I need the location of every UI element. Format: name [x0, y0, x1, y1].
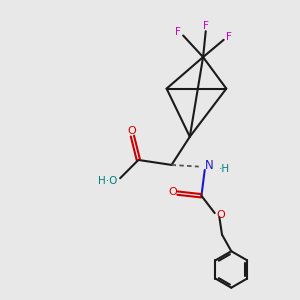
Text: H·O: H·O: [98, 176, 117, 186]
Text: F: F: [226, 32, 232, 41]
Text: ·H: ·H: [219, 164, 230, 174]
Text: O: O: [216, 210, 225, 220]
Text: O: O: [128, 126, 136, 136]
Text: N: N: [205, 159, 214, 172]
Text: F: F: [175, 27, 181, 37]
Text: F: F: [203, 21, 209, 31]
Text: O: O: [168, 188, 177, 197]
